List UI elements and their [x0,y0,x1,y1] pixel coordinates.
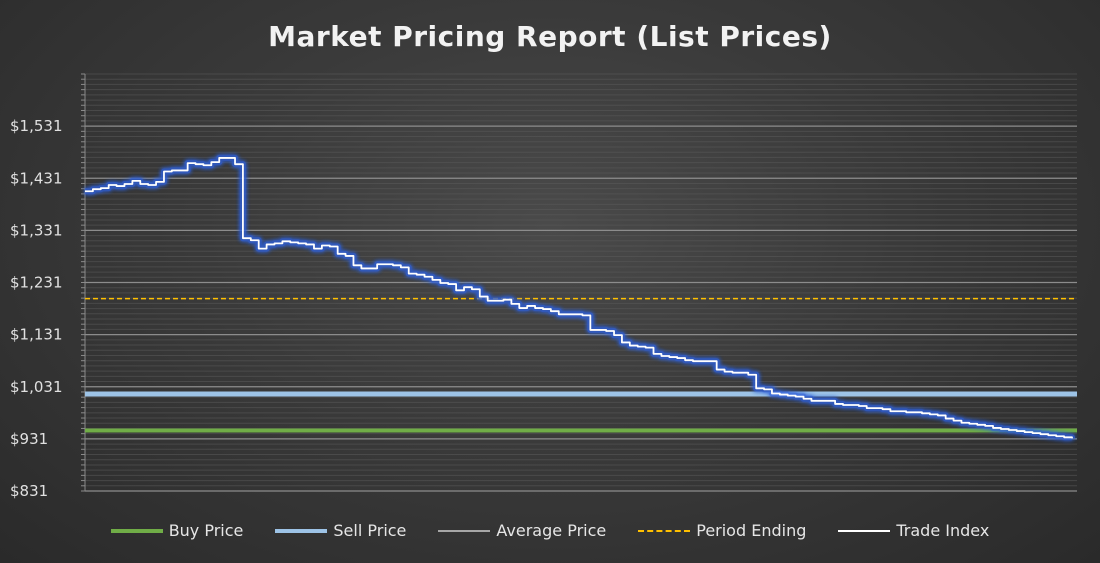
legend-label: Buy Price [168,521,244,540]
legend-item-sell-price: Sell Price [275,521,406,540]
y-tick-label: $1,031 [10,378,63,396]
legend-item-trade-index: Trade Index [838,521,989,540]
legend-item-period-ending: Period Ending [638,521,806,540]
average-price-swatch [438,529,491,532]
y-tick-label: $1,231 [10,274,63,292]
legend-item-average-price: Average Price [438,521,606,540]
y-tick-label: $931 [10,430,48,448]
legend-label: Sell Price [333,521,407,540]
y-tick-label: $831 [10,482,48,500]
major-gridlines [85,125,1077,492]
y-tick-label: $1,331 [10,221,63,239]
y-axis-tick-labels: $831 $931 $1,031 $1,131 $1,231 $1,331 $1,431 $1… [10,117,63,500]
sell-price-swatch [275,528,328,533]
trade-index-swatch [838,529,891,532]
y-tick-label: $1,531 [10,117,63,135]
y-tick-label: $1,131 [10,326,63,344]
chart-title: Market Pricing Report (List Prices) [268,20,832,53]
legend-label: Trade Index [896,521,990,540]
legend: Buy Price Sell Price Average Price Perio… [0,521,1100,540]
buy-price-swatch [110,528,163,533]
trade-index-line [85,157,1073,439]
y-tick-label: $1,431 [10,169,63,187]
period-ending-swatch [638,529,691,532]
reference-lines [85,297,1077,433]
trade-index-series [85,154,1075,441]
legend-item-buy-price: Buy Price [110,521,244,540]
legend-label: Period Ending [696,521,807,540]
legend-label: Average Price [496,521,607,540]
